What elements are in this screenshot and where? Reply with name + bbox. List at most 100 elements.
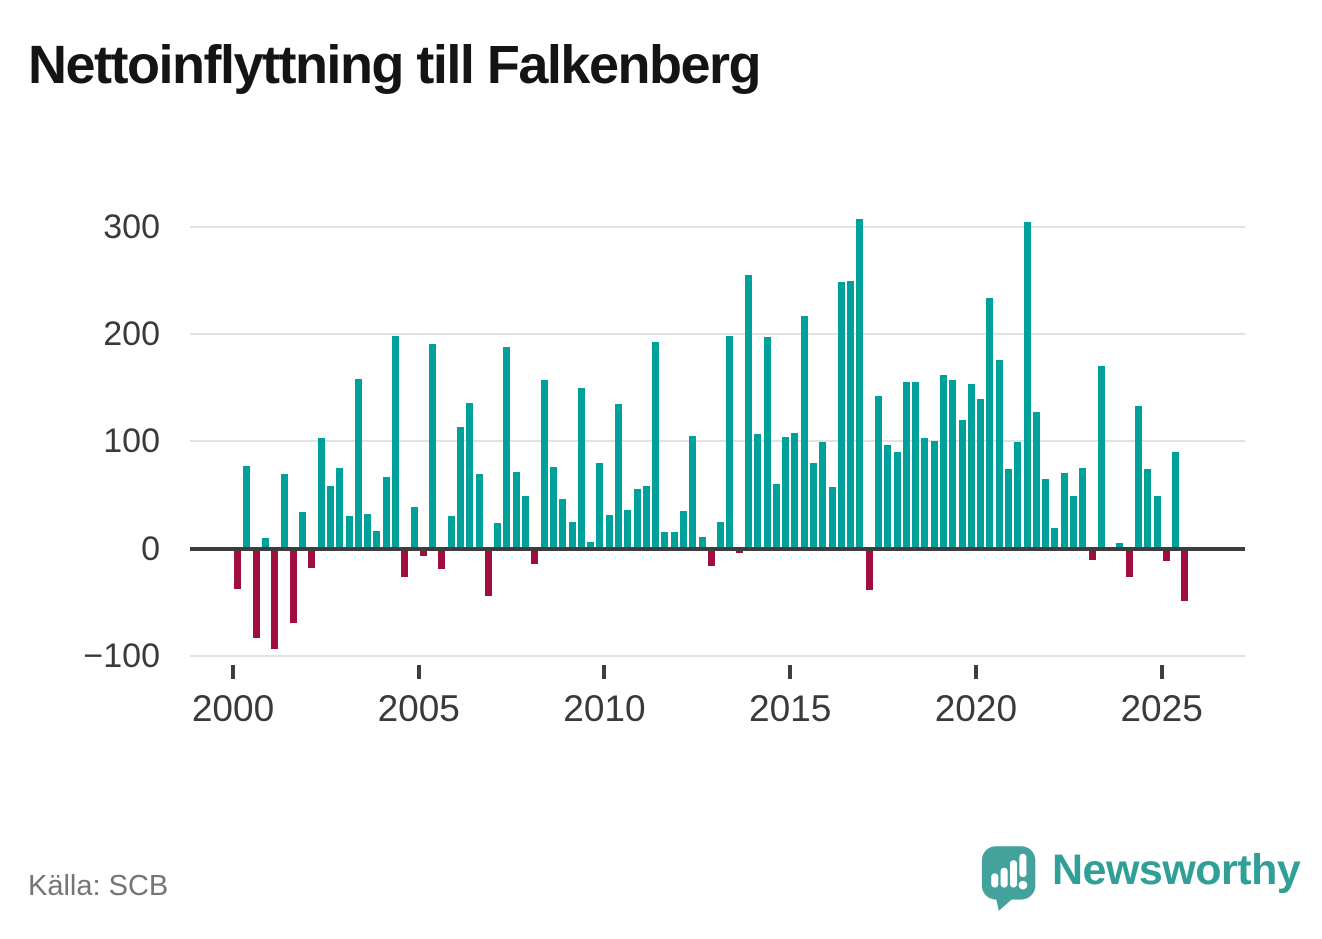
bar [1023,222,1031,549]
x-axis-tick-label: 2010 [563,688,646,729]
bar [624,509,632,549]
bar [1042,478,1050,549]
x-axis-tick-label: 2005 [377,688,460,729]
bar [262,537,270,549]
bar [243,465,251,549]
bar [401,548,409,578]
bar [429,343,437,549]
bar [577,387,585,549]
bar [782,436,790,549]
bar [605,515,613,549]
bar [921,437,929,549]
bar [893,451,901,549]
bar [930,441,938,549]
bar [1004,469,1012,549]
bar [819,442,827,549]
bar [958,419,966,549]
bar [902,382,910,549]
bar [735,548,743,553]
bar [252,548,260,638]
bar [837,282,845,549]
bar [336,468,344,549]
x-axis-tick [602,665,607,679]
y-axis-tick-label: 0 [141,529,160,568]
bar [289,548,297,623]
x-axis-tick-label: 2020 [934,688,1018,729]
bar [614,403,622,549]
bar [1079,468,1087,549]
bar [466,402,474,549]
y-axis-tick-label: 200 [103,314,160,353]
bar [271,548,279,650]
x-axis-tick [416,665,421,679]
bar [670,532,678,549]
bar [345,516,353,549]
bar [373,531,381,549]
bar [234,548,242,590]
gridline-y-200 [190,332,1245,335]
speech-bubble-bar-chart-exclamation-icon [981,846,1036,911]
bar [642,486,650,549]
bar [856,219,864,549]
bar [949,380,957,549]
bar [280,474,288,549]
bar [1032,412,1040,549]
bar [809,462,817,549]
bar [791,432,799,549]
bar [308,548,316,568]
bar [1097,366,1105,549]
bar [317,437,325,549]
bar [661,532,669,549]
bar [457,427,465,549]
source-caption: Källa: SCB [28,870,169,902]
bar [364,514,372,549]
bar [382,476,390,549]
bar [717,521,725,549]
bar [596,462,604,549]
y-axis-tick-label: 300 [103,207,160,246]
x-axis-tick-label: 2000 [191,688,275,729]
bar [847,281,855,549]
bar [559,499,567,549]
bar [327,486,335,549]
x-axis-tick [973,665,978,679]
bar [772,484,780,549]
bar [512,472,520,549]
x-axis-tick [1159,665,1164,679]
bar [763,337,771,549]
x-axis-tick [231,665,235,679]
bar [707,548,715,566]
bar [884,445,892,549]
bar [1134,405,1142,549]
bar [531,548,539,564]
bar [522,495,530,549]
bar [299,512,307,549]
bar [865,548,873,591]
bar [494,522,502,549]
bar [354,378,362,549]
bar [986,298,994,549]
bar [679,510,687,549]
bar [410,506,418,549]
chart-title: Nettoinflyttning till Falkenberg [28,35,762,95]
bar [568,521,576,549]
bar [1181,548,1189,602]
bar [1172,451,1180,549]
bar [726,336,734,549]
bar [438,548,446,569]
bar [392,336,400,549]
bar [1069,495,1077,549]
bar [1014,442,1022,549]
bar [744,274,752,549]
bar [1144,469,1152,549]
brand-name: Newsworthy [1052,846,1301,894]
bar [1051,528,1059,549]
y-axis-tick-label: 100 [103,422,160,461]
x-axis-tick-label: 2025 [1120,688,1203,729]
bar [419,548,427,556]
bar [1060,473,1068,549]
x-axis-tick [788,665,793,679]
bar [828,487,836,549]
gridline-y-100 [190,440,1245,443]
